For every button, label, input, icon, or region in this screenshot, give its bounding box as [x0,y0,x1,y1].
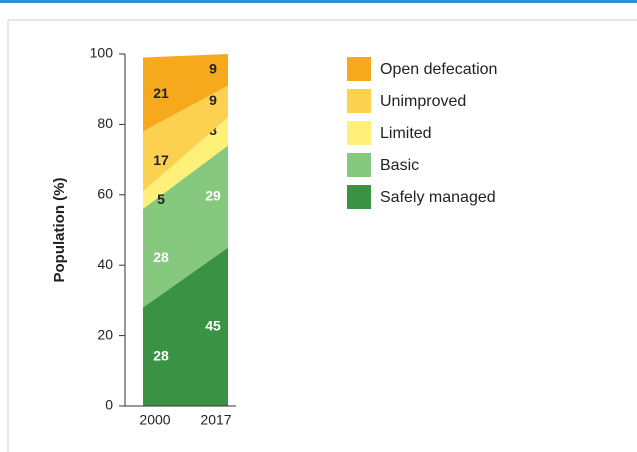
legend-label: Unimproved [380,93,466,110]
data-label: 9 [209,61,217,77]
y-tick-label: 0 [105,397,113,413]
legend-label: Limited [380,125,432,142]
header-bar [0,0,637,3]
data-label: 45 [205,318,221,334]
y-tick-label: 60 [97,186,113,202]
x-tick-label: 2017 [200,412,231,428]
legend-label: Safely managed [380,189,496,206]
legend-swatch [347,121,371,145]
y-tick-label: 40 [97,256,113,272]
data-label: 21 [153,85,169,101]
y-tick-label: 20 [97,326,113,342]
y-axis-label: Population (%) [51,178,68,283]
data-label: 28 [153,347,169,363]
legend-label: Basic [380,157,419,174]
legend-swatch [347,153,371,177]
data-label: 17 [153,152,169,168]
data-label: 9 [209,92,217,108]
data-label: 28 [153,249,169,265]
x-tick-label: 2000 [139,412,170,428]
area [143,117,228,209]
y-tick-label: 100 [90,45,114,61]
data-label: 5 [157,191,165,207]
data-label: 29 [205,187,221,203]
area [143,145,228,308]
legend-swatch [347,57,371,81]
legend-swatch [347,89,371,113]
legend-label: Open defecation [380,61,497,78]
area [143,85,228,192]
legend-swatch [347,185,371,209]
y-tick-label: 80 [97,115,113,131]
area [143,54,228,132]
area [143,247,228,406]
